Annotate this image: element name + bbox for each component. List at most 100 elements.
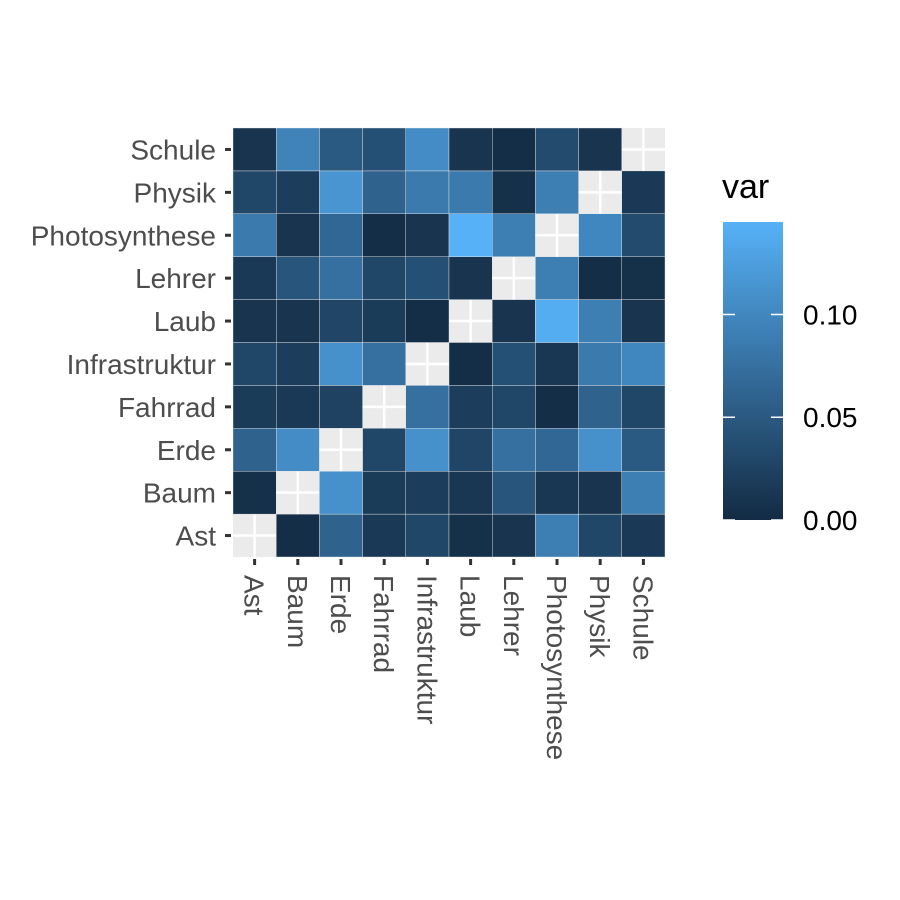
heatmap-cell [319,342,363,386]
x-tick-label: Erde [325,575,356,634]
y-tick-label: Infrastruktur [67,349,216,380]
y-tick-label: Laub [154,306,216,337]
heatmap-cell [492,385,536,429]
heatmap-cell [319,213,363,257]
x-tick-label: Laub [455,575,486,637]
heatmap-cell [405,385,450,429]
heatmap-cell [578,256,622,300]
na-cell [578,170,622,214]
heatmap-cell [232,385,277,429]
heatmap-cell [621,299,666,343]
heatmap-cell [232,127,277,172]
heatmap-cell [362,213,407,257]
heatmap-cell [578,471,622,515]
na-cell [449,299,493,343]
heatmap-cell [362,170,407,214]
heatmap-cell [319,127,363,172]
heatmap-cell [448,428,493,472]
heatmap-cell [232,256,277,300]
na-cell [362,385,406,429]
x-tick-label: Physik [584,575,615,658]
heatmap-cell [319,170,363,214]
heatmap-cell [276,127,320,172]
heatmap-cell [578,428,622,472]
heatmap-cell [448,256,493,300]
heatmap-cell [621,170,666,214]
heatmap-cell [232,471,277,515]
heatmap-cell [578,127,622,172]
heatmap-cell [492,170,536,214]
heatmap-cell [535,471,579,515]
heatmap-cell [319,385,363,429]
heatmap-cells [232,127,666,558]
legend-title: var [722,168,769,206]
heatmap-cell [232,428,277,472]
heatmap-cell [362,299,407,343]
heatmap-cell [578,513,622,558]
heatmap-cell [535,299,579,343]
heatmap-cell [578,385,622,429]
heatmap-cell [448,513,493,558]
y-tick-label: Erde [157,435,216,466]
heatmap-cell [621,471,666,515]
heatmap-cell [362,471,407,515]
heatmap-cell [276,170,320,214]
heatmap-cell [578,299,622,343]
heatmap-cell [276,513,320,558]
na-cell [621,128,665,171]
heatmap-cell [492,213,536,257]
na-cell [233,514,277,557]
legend-tick-label: 0.00 [803,505,858,536]
heatmap-cell [535,385,579,429]
heatmap-cell [405,256,450,300]
heatmap-cell [362,256,407,300]
y-axis-labels: Ast Baum Erde Fahrrad Infrastruktur Laub Lehre… [31,134,217,551]
heatmap-cell [578,213,622,257]
heatmap-cell [319,256,363,300]
heatmap-cell [405,513,450,558]
x-tick-label: Ast [239,575,270,616]
heatmap-cell [405,213,450,257]
x-tick-label: Photosynthese [541,575,572,760]
heatmap-cell [405,299,450,343]
heatmap-cell [276,299,320,343]
heatmap-cell [232,170,277,214]
heatmap-cell [448,170,493,214]
na-cell [405,342,449,386]
heatmap-cell [405,428,450,472]
heatmap-cell [405,127,450,172]
heatmap-cell [492,127,536,172]
y-tick-label: Schule [130,134,216,165]
x-tick-label: Lehrer [498,575,529,656]
heatmap-cell [535,428,579,472]
x-tick-label: Fahrrad [368,575,399,673]
y-tick-label: Physik [134,177,217,208]
heatmap-cell [448,471,493,515]
heatmap-cell [276,256,320,300]
heatmap-cell [492,299,536,343]
heatmap-cell [492,513,536,558]
heatmap-cell [276,213,320,257]
heatmap-cell [621,256,666,300]
heatmap-cell [492,428,536,472]
heatmap-cell [232,342,277,386]
heatmap-cell [448,385,493,429]
na-cell [492,256,536,300]
na-cell [535,213,579,257]
na-cell [276,471,320,515]
x-tick-label: Infrastruktur [411,575,442,724]
y-tick-label: Ast [176,521,217,552]
heatmap-cell [535,342,579,386]
heatmap-cell [276,428,320,472]
heatmap-cell [319,299,363,343]
color-legend: var 0.00 0.05 0.10 [722,168,858,536]
heatmap-cell [448,213,493,257]
heatmap-cell [362,428,407,472]
heatmap-cell [578,342,622,386]
x-tick-label: Baum [282,575,313,648]
heatmap-cell [621,213,666,257]
x-tick-label: Schule [627,575,658,661]
heatmap-cell [448,127,493,172]
heatmap-cell [492,471,536,515]
legend-colorbar [723,222,783,520]
